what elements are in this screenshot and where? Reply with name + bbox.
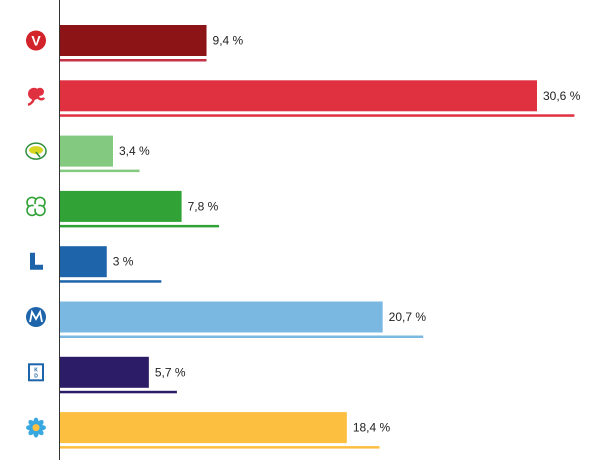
party-row: 30,6 %	[27, 80, 581, 117]
kd-party-logo: KD	[28, 363, 44, 382]
l-party-logo	[30, 252, 43, 270]
party-row: 7,8 %	[26, 190, 219, 228]
bar	[60, 80, 537, 112]
data-label: 3,4 %	[119, 144, 150, 158]
comparison-bar	[60, 390, 177, 394]
comparison-bar	[60, 59, 207, 62]
v-party-logo: V	[26, 30, 46, 51]
comparison-bar	[60, 114, 575, 117]
comparison-bar	[60, 280, 162, 283]
data-label: 9,4 %	[213, 34, 244, 48]
bar	[60, 190, 182, 222]
m-party-logo	[26, 307, 46, 327]
party-row: 18,4 %	[26, 412, 391, 449]
bar	[60, 25, 207, 56]
comparison-bar	[60, 169, 140, 173]
bar	[60, 246, 107, 278]
s-party-rose-logo	[27, 87, 46, 107]
data-label: 18,4 %	[353, 421, 391, 435]
svg-text:V: V	[31, 33, 41, 49]
comparison-bar	[60, 224, 219, 228]
bar	[60, 135, 113, 167]
data-label: 30,6 %	[543, 89, 581, 103]
data-label: 7,8 %	[188, 199, 219, 213]
data-label: 5,7 %	[155, 365, 186, 379]
party-row: 3 %	[30, 246, 162, 283]
comparison-bar	[60, 335, 424, 338]
svg-text:D: D	[34, 373, 38, 379]
bar	[60, 356, 149, 388]
party-row: 5,7 % KD	[28, 356, 186, 394]
mp-party-dandelion-logo	[25, 142, 47, 160]
svg-text:K: K	[34, 367, 38, 373]
comparison-bar	[60, 446, 380, 449]
data-label: 20,7 %	[389, 310, 427, 324]
party-row: 3,4 %	[25, 135, 150, 173]
c-party-clover-logo	[26, 196, 46, 217]
bar	[60, 412, 347, 444]
party-row: 9,4 % V	[26, 25, 244, 62]
sd-party-flower-logo	[26, 417, 46, 438]
bar	[60, 301, 383, 333]
party-row: 20,7 %	[26, 301, 427, 338]
data-label: 3 %	[113, 255, 134, 269]
